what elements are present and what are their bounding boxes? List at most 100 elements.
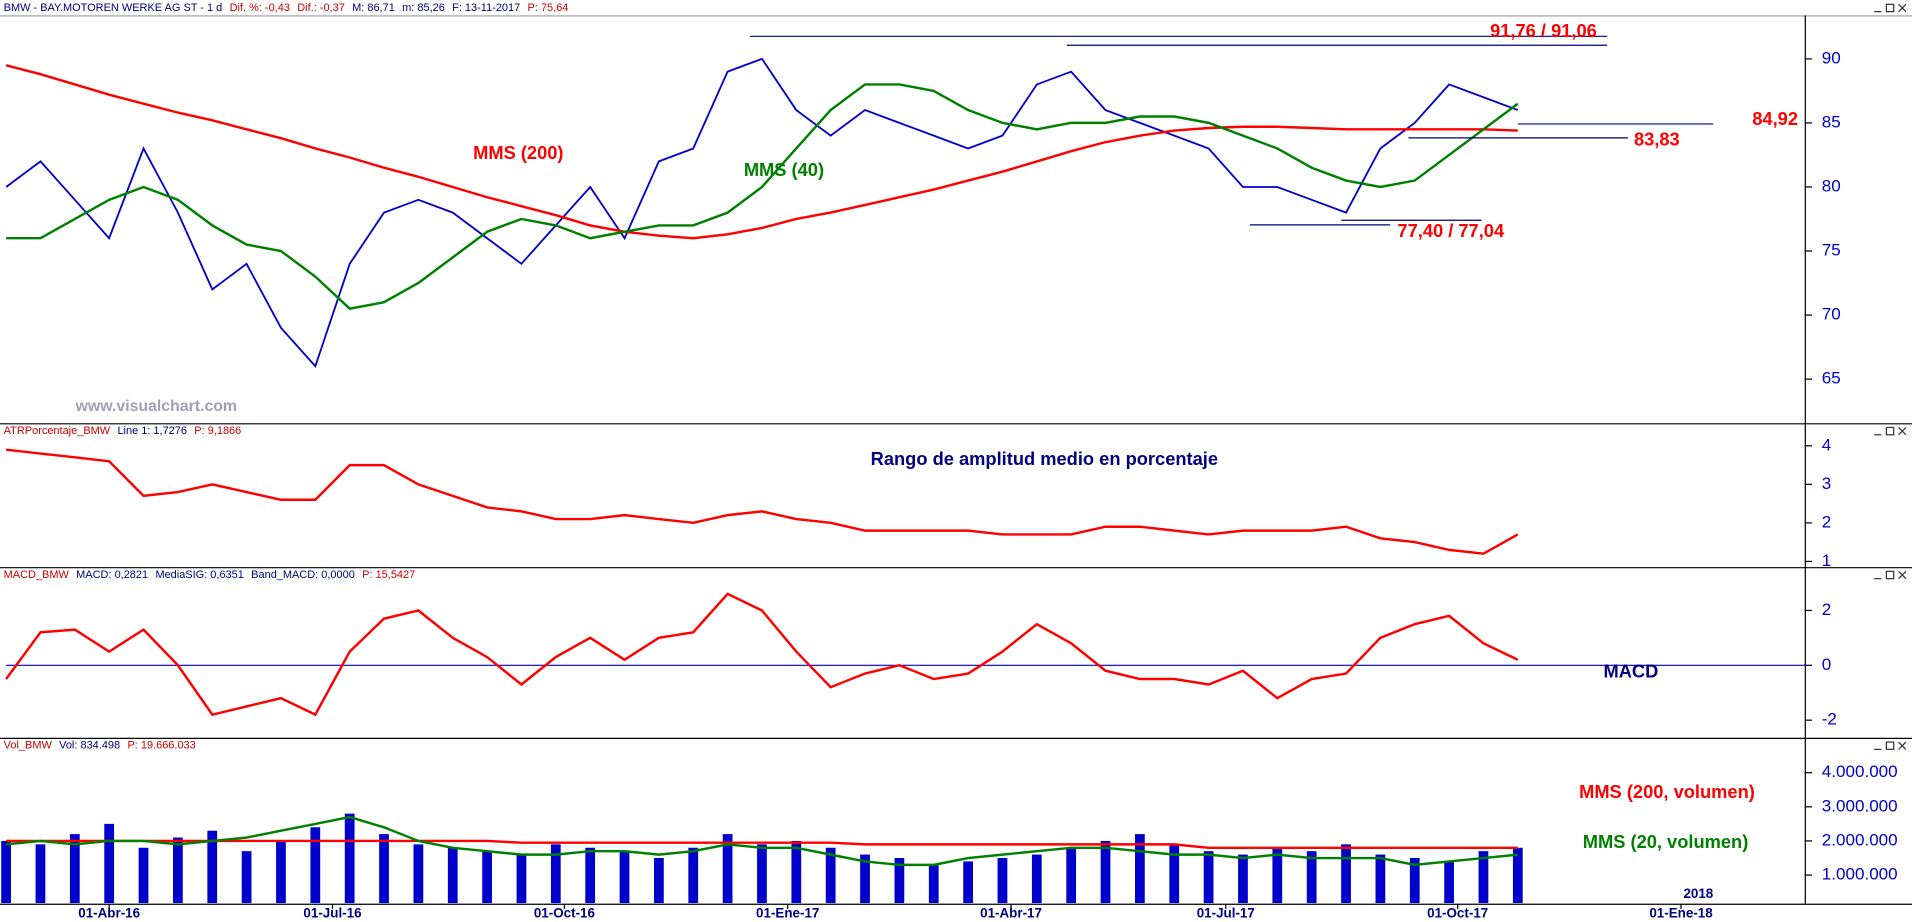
volume-bar (1135, 834, 1145, 904)
volume-bar (447, 847, 458, 904)
volume-bar (344, 813, 355, 904)
header-item: F: 13-11-2017 (452, 2, 520, 14)
volume-bar (1306, 851, 1317, 904)
volume-bar (997, 857, 1008, 904)
volume-bar (1031, 854, 1042, 904)
x-tick-label: 01-Abr-16 (78, 906, 140, 921)
volume-bar (825, 847, 836, 904)
header-item: M: 86,71 (352, 2, 395, 14)
volume-bar (516, 854, 527, 904)
header-item: MACD: 0,2821 (76, 569, 148, 581)
volume-bar (1203, 851, 1214, 904)
volume-bar (860, 854, 870, 904)
x-tick-label: 01-Ene-17 (756, 906, 819, 921)
volume-bar (276, 840, 286, 904)
volume-bar (1, 840, 11, 904)
level-label: 84,92 (1752, 108, 1798, 129)
volume-bar (1341, 844, 1351, 904)
pane-header: BMW - BAY.MOTOREN WERKE AG ST - 1 d Dif. … (4, 2, 569, 14)
volume-bar (413, 844, 424, 904)
volume-bar (550, 844, 561, 904)
volume-bar (1066, 847, 1077, 904)
y-tick-label: 0 (1822, 655, 1832, 674)
y-tick-label: 75 (1822, 241, 1841, 260)
header-item: MediaSIG: 0,6351 (155, 569, 243, 581)
pane-title: MACD (1603, 660, 1658, 681)
header-item: Band_MACD: 0,0000 (251, 569, 355, 581)
volume-bar (1478, 851, 1489, 904)
x-tick-label: 01-Oct-16 (534, 906, 595, 921)
header-item: BMW - BAY.MOTOREN WERKE AG ST - 1 d (4, 2, 223, 14)
volume-bar (619, 851, 630, 904)
x-tick-label: 01-Abr-17 (980, 906, 1042, 921)
y-tick-label: 1.000.000 (1822, 865, 1898, 884)
series-line (6, 83, 1519, 311)
x-tick-label: 01-Jul-17 (1197, 906, 1255, 921)
volume-bar (1238, 854, 1248, 904)
header-item: Vol: 834.498 (59, 740, 120, 752)
volume-bar (379, 834, 389, 904)
volume-bar (138, 847, 149, 904)
y-tick-label: 2 (1822, 512, 1832, 531)
level-label: 91,76 / 91,06 (1490, 20, 1597, 41)
series-label: MMS (20, volumen) (1583, 831, 1749, 852)
y-tick-label: -2 (1822, 710, 1837, 729)
volume-bar (585, 847, 596, 904)
volume-bar (173, 837, 183, 904)
volume-bar (1512, 847, 1523, 904)
volume-bar (963, 861, 973, 904)
pane-frames (0, 15, 1912, 905)
pane-header: Vol_BMW Vol: 834.498 P: 19.666.033 (4, 740, 196, 752)
close-button (1898, 427, 1907, 436)
volume-bar (688, 847, 699, 904)
volume-bar (722, 834, 733, 904)
x-tick-label: 01-Ene-18 (1649, 906, 1713, 921)
volume-bar (1100, 840, 1111, 904)
header-item: Dif. %: -0,43 (230, 2, 290, 14)
pane-title: Rango de amplitud medio en porcentaje (871, 448, 1218, 469)
y-tick-label: 70 (1822, 305, 1841, 324)
header-item: Line 1: 1,7276 (117, 425, 187, 437)
y-tick-label: 2 (1822, 600, 1832, 619)
header-item: m: 85,26 (402, 2, 445, 14)
volume-bar (207, 830, 218, 904)
close-button (1898, 570, 1907, 580)
volume-bar (1409, 857, 1420, 904)
header-item: ATRPorcentaje_BMW (4, 425, 111, 437)
maximize-button (1885, 426, 1895, 436)
y-tick-label: 4.000.000 (1822, 762, 1898, 781)
y-tick-label: 1 (1822, 551, 1832, 570)
volume-bar (69, 834, 80, 904)
series-line (5, 815, 1518, 867)
series-line (5, 592, 1519, 717)
maximize-button (1885, 741, 1895, 750)
volume-bar (35, 844, 46, 904)
series-label: MMS (40) (744, 159, 824, 180)
watermark: www.visualchart.com (75, 398, 237, 415)
header-item: P: 9,1866 (194, 425, 241, 437)
volume-bar (1375, 854, 1386, 904)
series-label: MMS (200) (473, 142, 563, 163)
header-item: Vol_BMW (4, 740, 53, 752)
volume-bar (654, 857, 664, 904)
volume-bar (757, 844, 767, 904)
year-label: 2018 (1683, 886, 1713, 901)
series-line (5, 448, 1519, 555)
volume-bar (1169, 844, 1180, 904)
series-label: MMS (200, volumen) (1579, 781, 1755, 802)
level-label: 83,83 (1634, 129, 1680, 150)
header-item: P: 19.666.033 (127, 740, 195, 752)
y-tick-label: 2.000.000 (1822, 830, 1898, 849)
volume-bar (104, 823, 115, 904)
close-button (1898, 3, 1907, 13)
series-line (6, 839, 1518, 850)
close-button (1898, 741, 1907, 750)
volume-bar (928, 864, 939, 904)
y-tick-label: 65 (1822, 369, 1841, 388)
y-tick-label: 3.000.000 (1822, 796, 1898, 815)
pane-header: MACD_BMW MACD: 0,2821 MediaSIG: 0,6351 Band… (4, 569, 416, 581)
level-label: 77,40 / 77,04 (1397, 220, 1505, 241)
